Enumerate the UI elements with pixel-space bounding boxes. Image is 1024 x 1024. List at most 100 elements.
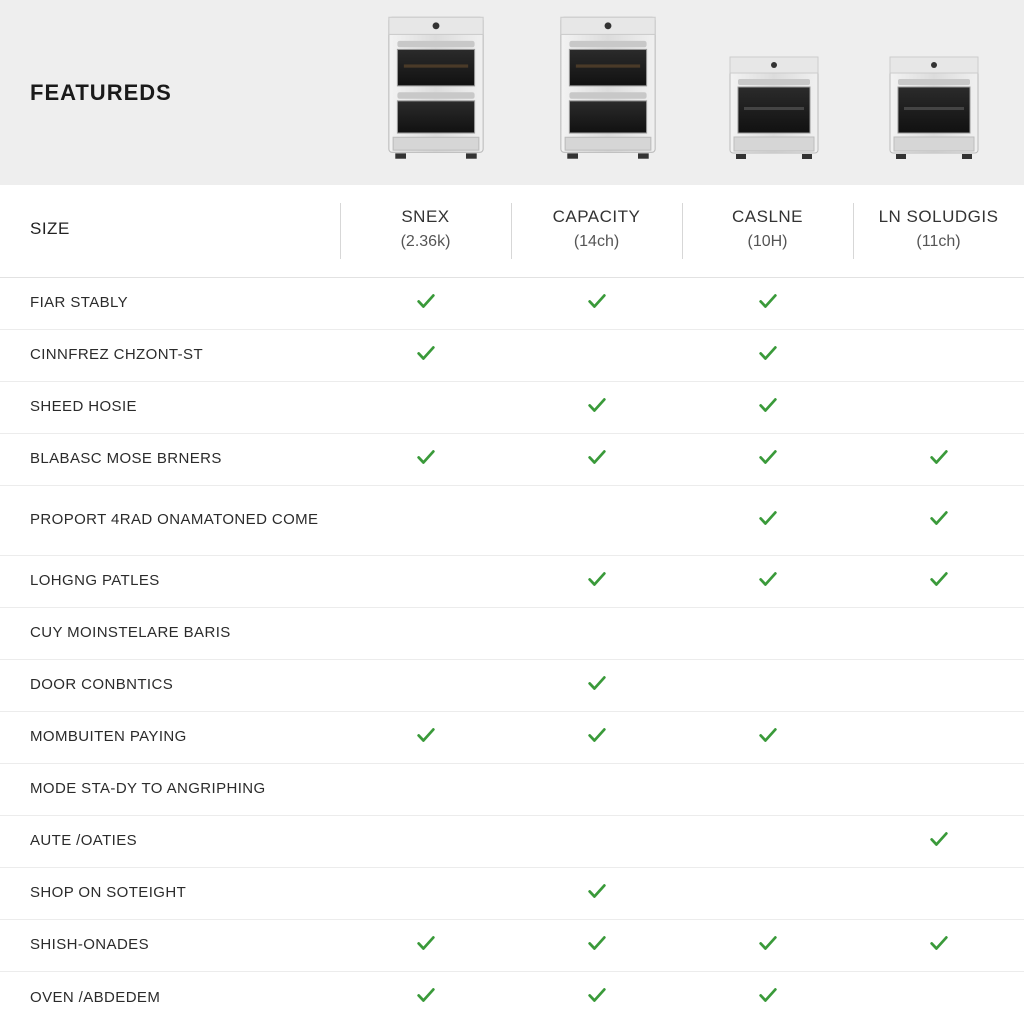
check-icon [757,724,779,746]
check-icon [757,984,779,1006]
feature-cell [511,920,682,972]
feature-label: CUY MOINSTELARE BARIS [0,608,340,660]
check-icon [757,932,779,954]
feature-cell [853,972,1024,1024]
feature-label: SHOP ON SOTEIGHT [0,868,340,920]
feature-label: LOHGNG PATLES [0,556,340,608]
feature-cell [682,920,853,972]
feature-cell [853,712,1024,764]
product-image [724,53,824,163]
product-image [552,13,664,163]
feature-cell [340,486,511,556]
feature-cell [340,382,511,434]
feature-cell [853,608,1024,660]
check-icon [415,984,437,1006]
check-icon [757,394,779,416]
feature-cell [340,816,511,868]
check-icon [757,446,779,468]
check-icon [757,507,779,529]
feature-cell [853,660,1024,712]
product-name: LN SOLUDGIS [859,207,1018,227]
feature-cell [682,608,853,660]
feature-cell [682,764,853,816]
feature-label: FIAR STABLY [0,278,340,330]
check-icon [757,290,779,312]
check-icon [415,446,437,468]
table-row: BLABASC MOSE BRNERS [0,434,1024,486]
feature-cell [682,278,853,330]
product-name: CAPACITY [517,207,676,227]
feature-cell [682,712,853,764]
table-row: PROPORT 4RAD ONAMATONED COME [0,486,1024,556]
product-column-header: CAPACITY(14ch) [511,185,682,278]
check-icon [928,568,950,590]
feature-cell [682,816,853,868]
check-icon [586,672,608,694]
table-row: SHISH-ONADES [0,920,1024,972]
feature-cell [853,278,1024,330]
table-row: DOOR CONBNTICS [0,660,1024,712]
check-icon [415,724,437,746]
table-row: CINNFREZ CHZONT-ST [0,330,1024,382]
product-name: SNEX [346,207,505,227]
feature-label: MOMBUITEN PAYING [0,712,340,764]
table-row: LOHGNG PATLES [0,556,1024,608]
feature-cell [853,868,1024,920]
check-icon [928,828,950,850]
check-icon [586,932,608,954]
feature-cell [853,920,1024,972]
table-row: SHOP ON SOTEIGHT [0,868,1024,920]
product-image [380,13,492,163]
feature-cell [511,486,682,556]
feature-cell [340,868,511,920]
table-row: CUY MOINSTELARE BARIS [0,608,1024,660]
feature-cell [853,486,1024,556]
feature-cell [340,712,511,764]
check-icon [586,394,608,416]
product-subtitle: (10H) [688,233,847,251]
check-icon [586,568,608,590]
product-column-header: LN SOLUDGIS(11ch) [853,185,1024,278]
check-icon [586,880,608,902]
feature-cell [340,660,511,712]
feature-cell [511,764,682,816]
table-row: AUTE /OATIES [0,816,1024,868]
product-column-header: CASLNE(10H) [682,185,853,278]
feature-cell [511,660,682,712]
table-row: FIAR STABLY [0,278,1024,330]
feature-cell [853,816,1024,868]
table-header-row: SIZE SNEX(2.36k)CAPACITY(14ch)CASLNE(10H… [0,185,1024,278]
table-body: FIAR STABLYCINNFREZ CHZONT-STSHEED HOSIE… [0,278,1024,1024]
feature-cell [853,434,1024,486]
feature-cell [340,608,511,660]
feature-cell [340,972,511,1024]
table-row: MOMBUITEN PAYING [0,712,1024,764]
feature-label: SHEED HOSIE [0,382,340,434]
feature-cell [340,278,511,330]
product-images-row [340,0,1024,185]
feature-label: AUTE /OATIES [0,816,340,868]
feature-cell [340,764,511,816]
feature-label: CINNFREZ CHZONT-ST [0,330,340,382]
header-band: FEATUREDS [0,0,1024,185]
feature-cell [682,972,853,1024]
feature-cell [511,278,682,330]
feature-cell [853,382,1024,434]
feature-cell [511,868,682,920]
feature-cell [340,556,511,608]
check-icon [928,507,950,529]
check-icon [757,342,779,364]
check-icon [586,984,608,1006]
page-title: FEATUREDS [0,80,340,106]
check-icon [586,290,608,312]
feature-label: OVEN /ABDEDEM [0,972,340,1024]
feature-label: MODE STA-DY TO ANGRIPHING [0,764,340,816]
feature-label: DOOR CONBNTICS [0,660,340,712]
feature-cell [511,816,682,868]
feature-cell [853,556,1024,608]
table-row: SHEED HOSIE [0,382,1024,434]
feature-cell [511,972,682,1024]
check-icon [586,446,608,468]
feature-cell [682,556,853,608]
check-icon [586,724,608,746]
